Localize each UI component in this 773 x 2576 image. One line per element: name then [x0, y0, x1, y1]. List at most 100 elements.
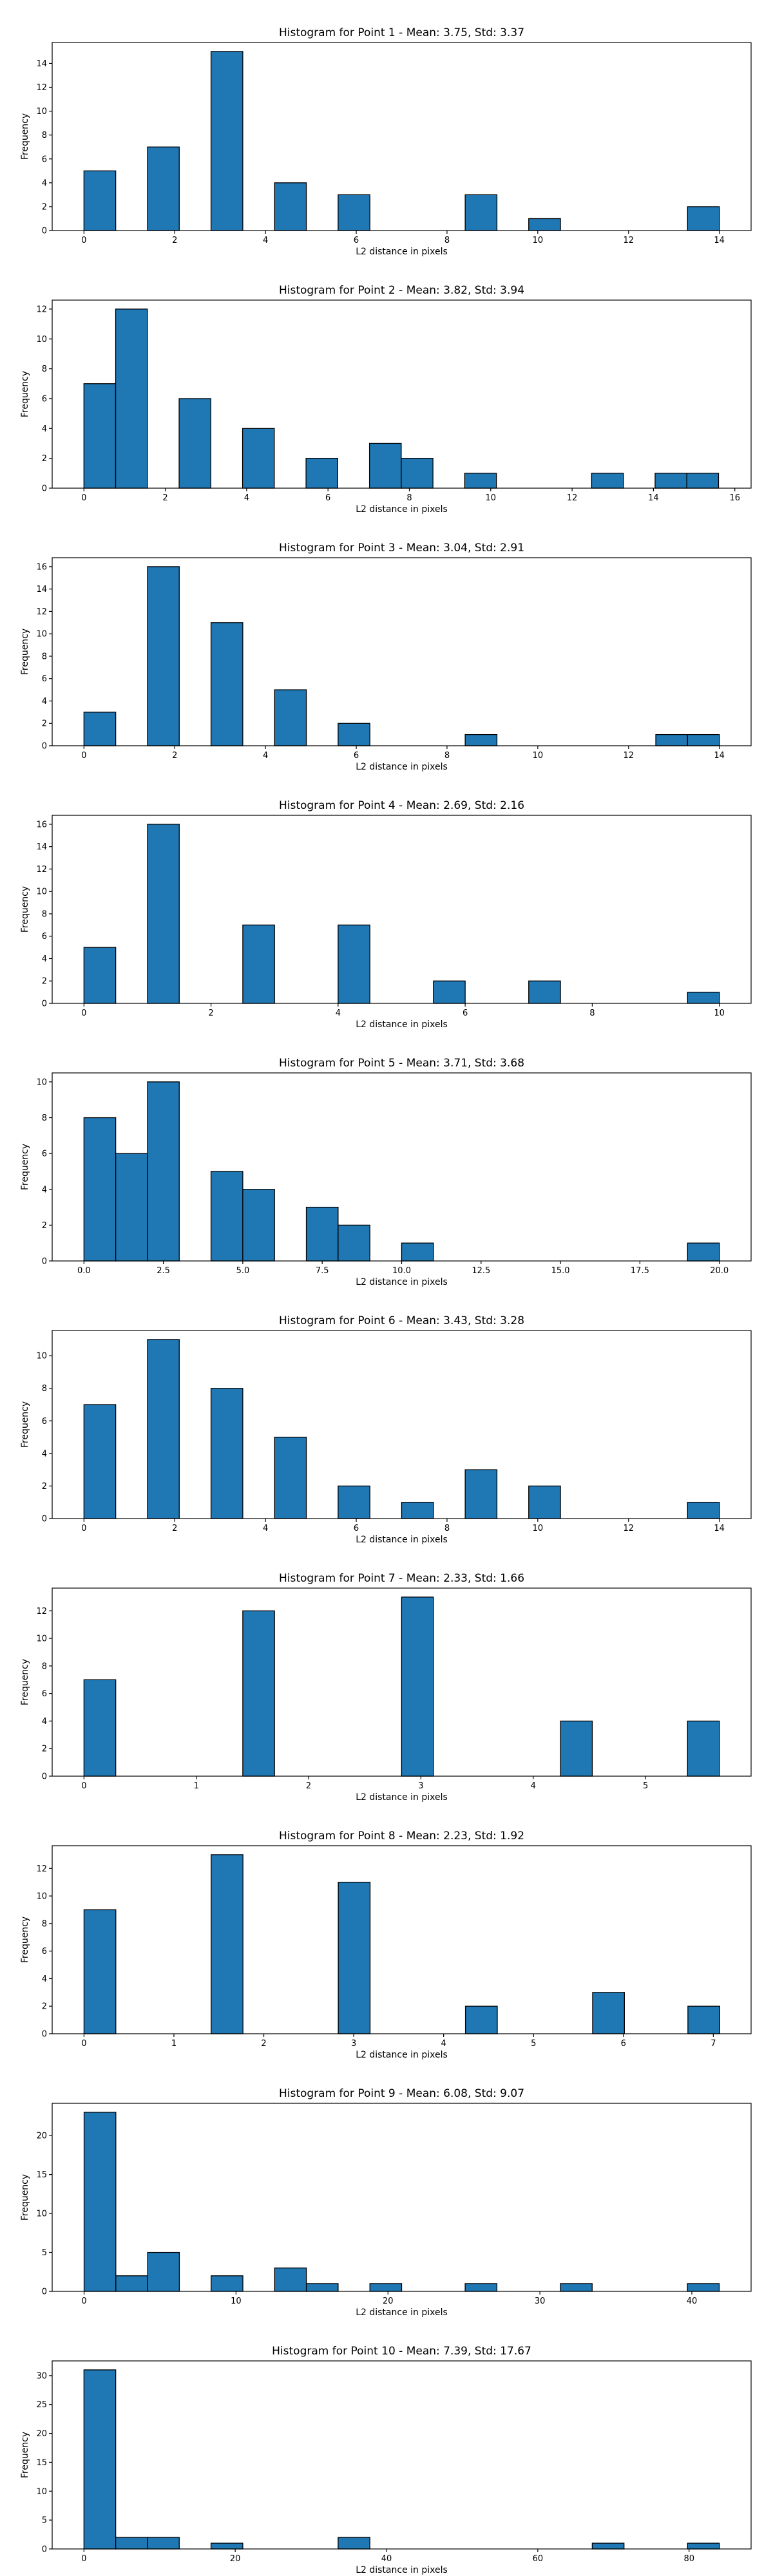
y-tick-label: 12 — [36, 865, 47, 875]
x-tick-label: 30 — [535, 2297, 546, 2306]
x-tick-label: 6 — [354, 236, 359, 245]
histogram-bar — [687, 2543, 720, 2550]
histogram-bar — [338, 924, 370, 1004]
x-tick-label: 4 — [531, 1781, 536, 1791]
x-tick-label: 0 — [81, 2554, 86, 2564]
histogram-bar — [305, 458, 338, 489]
histogram-bar — [115, 1153, 148, 1262]
chart-title: Histogram for Point 1 - Mean: 3.75, Std:… — [279, 26, 524, 39]
histogram-bar — [687, 1242, 720, 1262]
histogram-bar — [464, 2005, 498, 2034]
y-tick-label: 2 — [42, 2002, 47, 2012]
x-axis-label: L2 distance in pixels — [356, 2307, 448, 2318]
chart-title: Histogram for Point 8 - Mean: 2.23, Std:… — [279, 1830, 524, 1842]
x-axis-label: L2 distance in pixels — [356, 762, 448, 772]
y-tick-label: 8 — [42, 652, 47, 661]
y-tick-label: 6 — [42, 394, 47, 404]
histogram-bar — [401, 1242, 434, 1262]
histogram-bar — [338, 1882, 371, 2034]
x-tick-label: 17.5 — [631, 1266, 649, 1276]
x-tick-label: 14 — [714, 1524, 725, 1533]
y-tick-label: 2 — [42, 1745, 47, 1754]
y-tick-label: 15 — [36, 2170, 47, 2180]
histogram-bar — [274, 689, 307, 746]
x-tick-label: 8 — [406, 493, 412, 503]
histogram-bar — [338, 2537, 370, 2550]
y-tick-label: 16 — [36, 820, 47, 829]
y-axis-label: Frequency — [20, 1659, 30, 1705]
x-tick-label: 15.0 — [551, 1266, 570, 1276]
y-tick-label: 0 — [42, 2030, 47, 2040]
y-tick-label: 2 — [42, 202, 47, 212]
chart-title: Histogram for Point 6 - Mean: 3.43, Std:… — [279, 1314, 524, 1327]
x-tick-label: 2.5 — [157, 1266, 170, 1276]
x-tick-label: 0 — [81, 2297, 86, 2306]
x-tick-label: 5 — [531, 2039, 536, 2049]
x-tick-label: 4 — [441, 2039, 446, 2049]
histogram-bar — [687, 206, 720, 231]
histogram-bar — [147, 1339, 180, 1519]
y-tick-label: 8 — [42, 365, 47, 374]
x-tick-label: 6 — [354, 1524, 359, 1533]
chart-title: Histogram for Point 7 - Mean: 2.33, Std:… — [279, 1572, 524, 1585]
axes-frame — [52, 2360, 752, 2550]
x-tick-label: 4 — [263, 1524, 268, 1533]
x-tick-label: 10 — [714, 1009, 725, 1018]
y-tick-label: 0 — [42, 1257, 47, 1267]
x-tick-label: 2 — [208, 1009, 213, 1018]
y-tick-label: 10 — [36, 1352, 47, 1361]
histogram-panel-9: Histogram for Point 9 - Mean: 6.08, Std:… — [20, 2087, 752, 2318]
histogram-bar — [338, 723, 370, 746]
histogram-bar — [528, 980, 561, 1004]
x-tick-label: 10.0 — [392, 1266, 411, 1276]
histogram-bar — [274, 2268, 307, 2292]
y-tick-label: 2 — [42, 1221, 47, 1231]
x-tick-label: 7.5 — [316, 1266, 329, 1276]
y-tick-label: 25 — [36, 2400, 47, 2410]
histogram-bar — [242, 1189, 275, 1262]
x-axis-label: L2 distance in pixels — [356, 504, 448, 515]
x-tick-label: 3 — [418, 1781, 423, 1791]
y-axis-label: Frequency — [20, 1401, 30, 1448]
histogram-bar — [83, 170, 117, 231]
histogram-bar — [147, 2251, 180, 2292]
y-tick-label: 4 — [42, 1717, 47, 1727]
x-tick-label: 0.0 — [77, 1266, 91, 1276]
x-tick-label: 0 — [81, 236, 86, 245]
y-tick-label: 10 — [36, 2487, 47, 2497]
y-tick-label: 10 — [36, 1634, 47, 1644]
x-tick-label: 2 — [261, 2039, 266, 2049]
x-tick-label: 8 — [589, 1009, 595, 1018]
x-tick-label: 2 — [172, 236, 177, 245]
y-tick-label: 6 — [42, 155, 47, 164]
y-tick-label: 10 — [36, 1077, 47, 1087]
y-tick-label: 10 — [36, 1892, 47, 1902]
histogram-bar — [210, 1388, 243, 1519]
x-tick-label: 4 — [263, 751, 268, 761]
x-tick-label: 5 — [643, 1781, 648, 1791]
x-tick-label: 8 — [444, 751, 450, 761]
x-tick-label: 60 — [533, 2554, 544, 2564]
y-tick-label: 2 — [42, 977, 47, 987]
axes-frame — [52, 1330, 752, 1519]
histogram-bar — [687, 991, 720, 1004]
x-axis-label: L2 distance in pixels — [356, 1535, 448, 1545]
x-tick-label: 0 — [81, 493, 86, 503]
histogram-bar — [210, 622, 243, 746]
histogram-bar — [401, 1596, 434, 1777]
histogram-panel-2: Histogram for Point 2 - Mean: 3.82, Std:… — [20, 284, 752, 515]
x-tick-label: 10 — [533, 751, 544, 761]
histogram-bar — [211, 1854, 243, 2034]
histogram-bar — [401, 458, 434, 489]
y-tick-label: 12 — [36, 1607, 47, 1616]
histogram-bar — [338, 1224, 370, 1262]
histogram-bar — [687, 1720, 720, 1777]
histogram-bar — [305, 1206, 339, 1262]
axes-frame — [52, 1587, 752, 1777]
histogram-bar — [560, 2283, 593, 2292]
histogram-panel-8: Histogram for Point 8 - Mean: 2.23, Std:… — [20, 1830, 752, 2060]
y-axis-label: Frequency — [20, 1144, 30, 1190]
histogram-bar — [115, 2537, 148, 2550]
y-tick-label: 6 — [42, 1689, 47, 1699]
x-tick-label: 14 — [714, 751, 725, 761]
